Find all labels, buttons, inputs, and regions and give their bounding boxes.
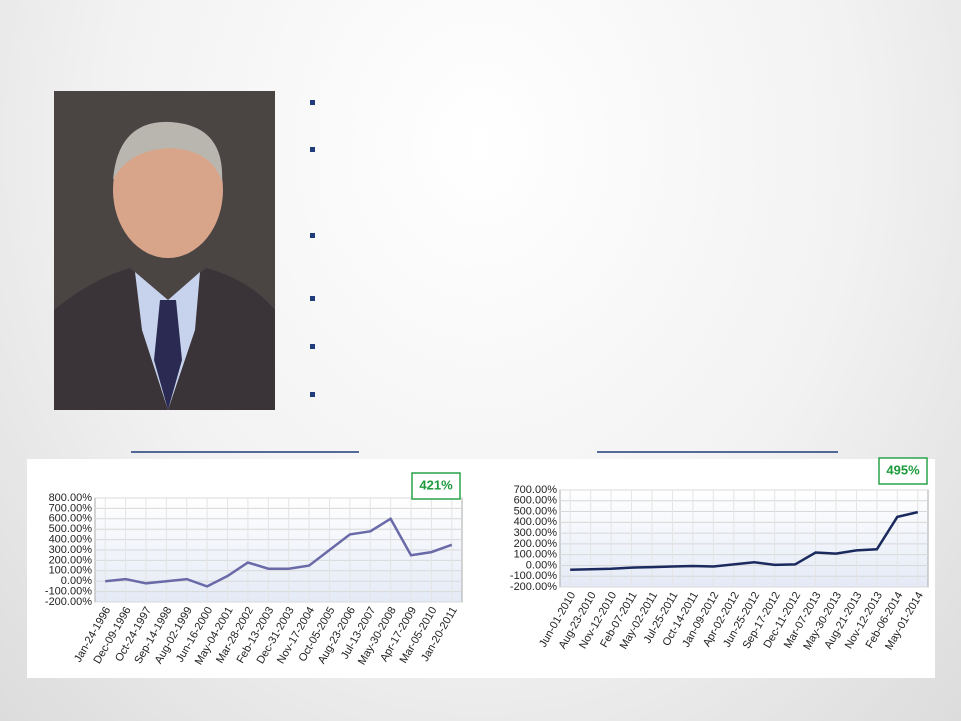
badge-label: 421% — [419, 477, 453, 492]
y-tick-label: 600.00% — [49, 513, 93, 525]
bullets — [310, 100, 315, 397]
y-tick-label: 300.00% — [514, 527, 558, 539]
y-tick-label: 500.00% — [49, 523, 93, 535]
y-tick-label: 200.00% — [49, 554, 93, 566]
y-tick-label: 400.00% — [514, 516, 558, 528]
y-tick-label: 100.00% — [49, 565, 93, 577]
y-tick-label: -100.00% — [510, 570, 557, 582]
y-tick-label: 800.00% — [49, 492, 93, 504]
y-tick-label: 700.00% — [514, 484, 558, 496]
y-tick-label: 200.00% — [514, 538, 558, 550]
y-tick-label: 300.00% — [49, 544, 93, 556]
y-tick-label: 100.00% — [514, 549, 558, 561]
y-tick-label: -100.00% — [45, 586, 92, 598]
plot-area — [559, 489, 929, 588]
y-tick-label: 0.00% — [61, 575, 92, 587]
y-tick-label: -200.00% — [45, 596, 92, 608]
badge-label: 495% — [886, 462, 920, 477]
y-tick-label: 600.00% — [514, 495, 558, 507]
badge — [878, 457, 928, 485]
y-tick-label: 400.00% — [49, 534, 93, 546]
line — [105, 517, 453, 588]
y-tick-label: -200.00% — [510, 581, 557, 593]
badge — [411, 472, 461, 500]
y-tick-label: 500.00% — [514, 505, 558, 517]
portrait — [54, 91, 275, 410]
line — [570, 510, 919, 572]
y-tick-label: 700.00% — [49, 502, 93, 514]
y-tick-label: 0.00% — [526, 559, 557, 571]
